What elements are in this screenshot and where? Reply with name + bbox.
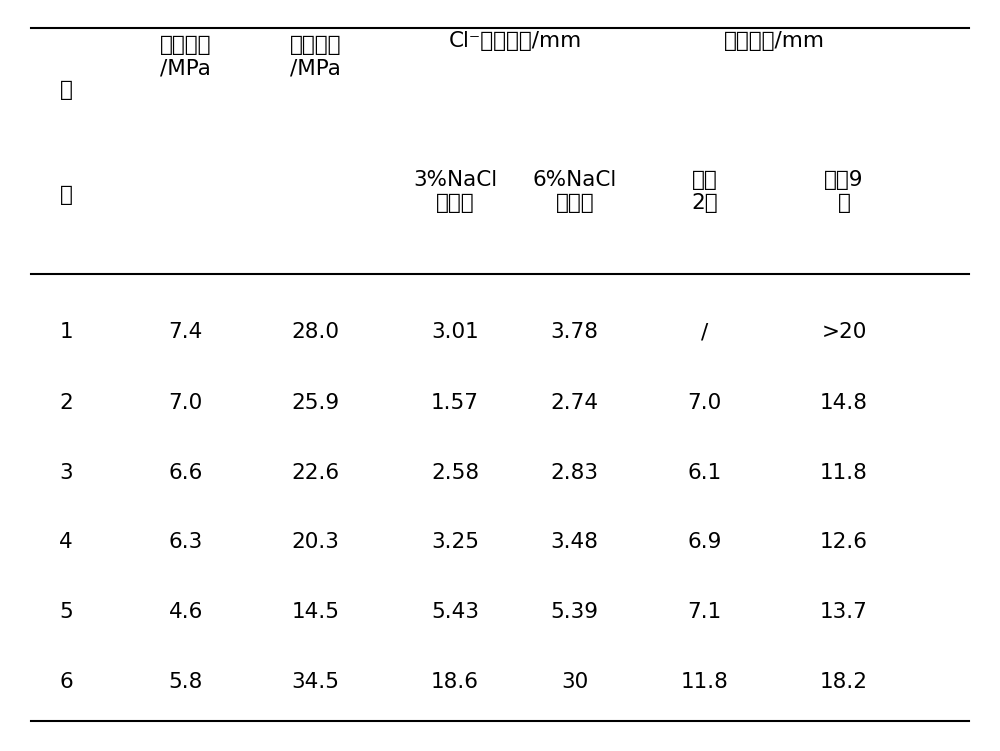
Text: 组: 组 [60, 80, 73, 100]
Text: 11.8: 11.8 [820, 463, 868, 483]
Text: 30: 30 [561, 671, 588, 692]
Text: 3: 3 [59, 463, 73, 483]
Text: 20.3: 20.3 [292, 532, 339, 552]
Text: 4.6: 4.6 [169, 602, 203, 622]
Text: 2.58: 2.58 [431, 463, 479, 483]
Text: >20: >20 [821, 322, 867, 342]
Text: 1.57: 1.57 [431, 394, 479, 413]
Text: 2.74: 2.74 [551, 394, 599, 413]
Text: 3.48: 3.48 [551, 532, 599, 552]
Text: 5.43: 5.43 [431, 602, 479, 622]
Text: 14.8: 14.8 [820, 394, 868, 413]
Text: 7.0: 7.0 [169, 394, 203, 413]
Text: 13.7: 13.7 [820, 602, 868, 622]
Text: 34.5: 34.5 [292, 671, 340, 692]
Text: 6: 6 [59, 671, 73, 692]
Text: 碳化
2天: 碳化 2天 [691, 170, 718, 213]
Text: 7.0: 7.0 [687, 394, 722, 413]
Text: 11.8: 11.8 [680, 671, 728, 692]
Text: 5: 5 [59, 602, 73, 622]
Text: 7.1: 7.1 [687, 602, 722, 622]
Text: 2: 2 [59, 394, 73, 413]
Text: 4: 4 [59, 532, 73, 552]
Text: 5.8: 5.8 [169, 671, 203, 692]
Text: 6%NaCl
溶液中: 6%NaCl 溶液中 [533, 170, 617, 213]
Text: 号: 号 [60, 185, 73, 205]
Text: 6.6: 6.6 [169, 463, 203, 483]
Text: 抗折强度
/MPa: 抗折强度 /MPa [160, 35, 212, 78]
Text: 碳化9
天: 碳化9 天 [824, 170, 864, 213]
Text: 5.39: 5.39 [551, 602, 599, 622]
Text: Cl⁻渗透深度/mm: Cl⁻渗透深度/mm [448, 32, 582, 51]
Text: 3.25: 3.25 [431, 532, 479, 552]
Text: 12.6: 12.6 [820, 532, 868, 552]
Text: 7.4: 7.4 [169, 322, 203, 342]
Text: 3.78: 3.78 [551, 322, 599, 342]
Text: 3%NaCl
溶液中: 3%NaCl 溶液中 [413, 170, 497, 213]
Text: 6.3: 6.3 [169, 532, 203, 552]
Text: 3.01: 3.01 [431, 322, 479, 342]
Text: 2.83: 2.83 [551, 463, 599, 483]
Text: 碳化深度/mm: 碳化深度/mm [724, 32, 825, 51]
Text: 6.9: 6.9 [687, 532, 722, 552]
Text: 18.2: 18.2 [820, 671, 868, 692]
Text: 28.0: 28.0 [292, 322, 340, 342]
Text: /: / [701, 322, 708, 342]
Text: 抗压强度
/MPa: 抗压强度 /MPa [290, 35, 341, 78]
Text: 22.6: 22.6 [291, 463, 340, 483]
Text: 14.5: 14.5 [292, 602, 340, 622]
Text: 6.1: 6.1 [687, 463, 722, 483]
Text: 1: 1 [59, 322, 73, 342]
Text: 18.6: 18.6 [431, 671, 479, 692]
Text: 25.9: 25.9 [291, 394, 340, 413]
